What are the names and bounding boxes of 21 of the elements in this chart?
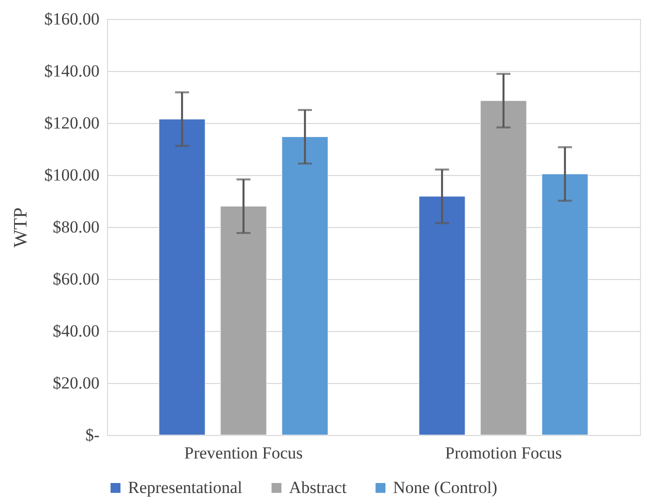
x-tick-label: Promotion Focus <box>445 444 562 462</box>
bar <box>282 136 328 436</box>
y-axis-title: WTP <box>10 207 32 248</box>
bar <box>480 100 527 436</box>
y-tick-label: $100.00 <box>44 166 100 184</box>
x-tick-label: Prevention Focus <box>184 444 303 462</box>
y-tick-label: $40.00 <box>52 322 100 340</box>
y-tick-label: $20.00 <box>52 374 100 392</box>
bar <box>220 206 267 436</box>
legend-label: Representational <box>128 478 243 497</box>
y-tick-label: $140.00 <box>44 62 100 80</box>
bar <box>542 174 588 436</box>
legend-label: Abstract <box>289 478 347 497</box>
y-tick-label: $- <box>85 426 100 444</box>
bar <box>418 196 466 436</box>
y-tick-label: $80.00 <box>52 218 100 236</box>
y-tick-label: $60.00 <box>52 270 100 288</box>
y-tick-label: $160.00 <box>44 10 100 28</box>
y-tick-label: $120.00 <box>44 114 100 132</box>
legend-label: None (Control) <box>393 478 498 497</box>
bar <box>158 118 206 436</box>
